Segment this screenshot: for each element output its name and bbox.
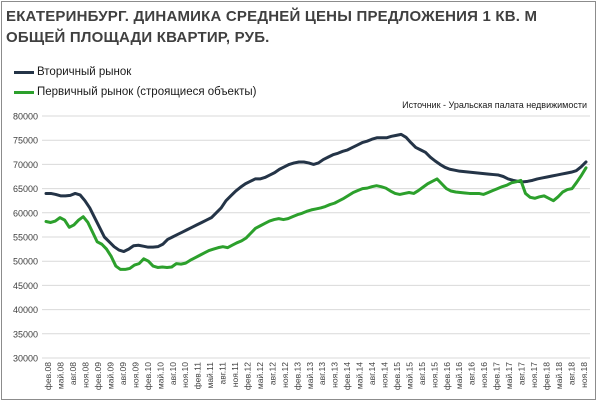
x-tick-label: авг.14 [367,362,377,385]
x-tick-label: фев.14 [342,362,352,390]
legend-swatch-primary [14,90,34,94]
x-tick-label: ноя.09 [130,362,140,388]
x-tick-label: фев.13 [292,362,302,390]
x-tick-label: ноя.14 [380,362,390,388]
x-tick-label: авг.08 [68,362,78,385]
y-tick-label: 30000 [13,354,38,364]
source-note: Источник - Уральская палата недвижимости [402,100,587,110]
x-tick-label: фев.09 [93,362,103,390]
x-tick-label: фев.15 [392,362,402,390]
x-tick-label: фев.17 [492,362,502,390]
x-tick-label: авг.11 [218,362,228,385]
x-tick-label: авг.09 [118,362,128,385]
series-line-secondary-market [44,132,588,254]
series-line-primary-market [44,166,588,271]
x-tick-label: май.17 [504,362,514,389]
x-tick-label: май.09 [106,362,116,389]
y-tick-label: 45000 [13,281,38,291]
x-tick-label: ноя.17 [529,362,539,388]
x-tick-label: май.16 [454,362,464,389]
chart-title-line-1: ЕКАТЕРИНБУРГ. ДИНАМИКА СРЕДНЕЙ ЦЕНЫ ПРЕД… [6,8,538,25]
x-tick-label: авг.12 [267,362,277,385]
y-tick-label: 40000 [13,305,38,315]
chart-title: ЕКАТЕРИНБУРГ. ДИНАМИКА СРЕДНЕЙ ЦЕНЫ ПРЕД… [6,6,586,48]
x-tick-label: фев.18 [541,362,551,390]
x-tick-label: май.12 [255,362,265,389]
x-tick-label: авг.16 [467,362,477,385]
legend-label-primary: Первичный рынок (строящиеся объекты) [37,86,257,98]
x-tick-label: авг.13 [317,362,327,385]
y-tick-label: 65000 [13,184,38,194]
x-tick-label: ноя.13 [330,362,340,388]
legend-swatch-secondary [14,70,34,74]
x-tick-label: фев.08 [43,362,53,390]
x-tick-label: авг.17 [517,362,527,385]
grid [42,115,590,359]
x-tick-label: май.10 [155,362,165,389]
x-tick-label: ноя.11 [230,362,240,387]
y-tick-label: 70000 [13,160,38,170]
x-tick-label: ноя.18 [579,362,589,388]
x-tick-label: авг.10 [168,362,178,385]
legend-item-primary-market: Первичный рынок (строящиеся объекты) [14,86,256,98]
y-tick-label: 55000 [13,233,38,243]
x-tick-label: авг.18 [566,362,576,385]
x-tick-label: фев.16 [442,362,452,390]
x-tick-label: ноя.16 [479,362,489,388]
x-tick-label: май.13 [305,362,315,389]
series [44,132,588,271]
x-tick-label: авг.15 [417,362,427,385]
x-tick-label: май.18 [554,362,564,389]
y-tick-label: 80000 [13,112,38,122]
x-axis: фев.08 май.08 авг.08 ноя.08 фев.09 май.09 авг.… [43,362,589,390]
x-tick-label: май.15 [404,362,414,389]
x-tick-label: фев.11 [193,362,203,390]
y-tick-label: 35000 [13,329,38,339]
y-tick-label: 60000 [13,208,38,218]
x-tick-label: май.08 [56,362,66,389]
y-tick-label: 75000 [13,136,38,146]
legend-item-secondary-market: Вторичный рынок [14,66,131,78]
x-tick-label: ноя.15 [429,362,439,388]
x-tick-label: фев.10 [143,362,153,390]
x-tick-label: май.11 [205,362,215,389]
legend-label-secondary: Вторичный рынок [37,66,132,78]
x-tick-label: ноя.10 [180,362,190,388]
x-tick-label: ноя.08 [81,362,91,388]
chart-title-line-2: ОБЩЕЙ ПЛОЩАДИ КВАРТИР, РУБ. [6,29,270,46]
y-tick-label: 50000 [13,257,38,267]
x-tick-label: ноя.12 [280,362,290,388]
y-axis: 30000 35000 40000 45000 50000 55000 60000 65000… [13,112,38,364]
x-tick-label: фев.12 [243,362,253,390]
x-tick-label: май.14 [355,362,365,389]
